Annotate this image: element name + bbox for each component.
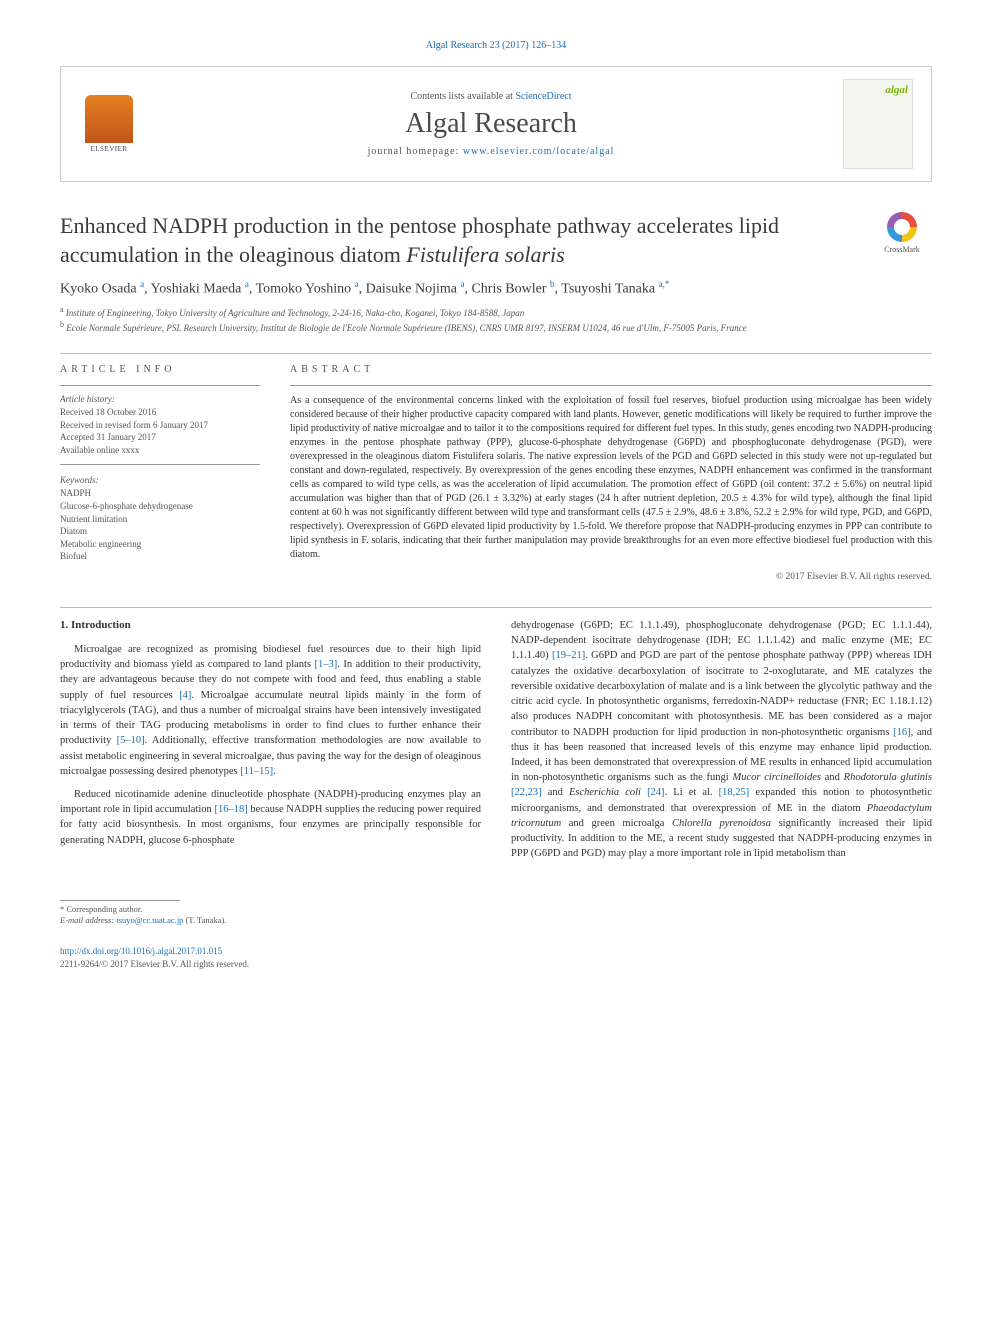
footer: * Corresponding author. E-mail address: … (60, 900, 932, 971)
sciencedirect-link[interactable]: ScienceDirect (515, 91, 571, 102)
article-title: Enhanced NADPH production in the pentose… (60, 212, 852, 269)
info-divider (290, 385, 932, 386)
keyword: Biofuel (60, 550, 260, 563)
journal-name: Algal Research (139, 108, 843, 140)
crossmark-icon (887, 212, 917, 242)
header-center: Contents lists available at ScienceDirec… (139, 91, 843, 157)
email-person: (T. Tanaka). (183, 915, 226, 925)
info-divider (60, 464, 260, 465)
body-paragraph: Microalgae are recognized as promising b… (60, 642, 481, 779)
journal-cover: algal (843, 79, 913, 169)
divider (60, 353, 932, 354)
section-heading: 1. Introduction (60, 618, 481, 634)
keyword: Glucose-6-phosphate dehydrogenase (60, 500, 260, 513)
keyword: Diatom (60, 525, 260, 538)
publisher-name: ELSEVIER (90, 145, 127, 153)
affiliation: b Ecole Normale Supérieure, PSL Research… (60, 319, 932, 335)
elsevier-logo: ELSEVIER (79, 89, 139, 159)
elsevier-tree-icon (85, 95, 133, 143)
doi-line: http://dx.doi.org/10.1016/j.algal.2017.0… (60, 945, 932, 970)
body-columns: 1. Introduction Microalgae are recognize… (60, 618, 932, 870)
crossmark-badge[interactable]: CrossMark (872, 212, 932, 254)
issn-line: 2211-9264/© 2017 Elsevier B.V. All right… (60, 959, 249, 969)
email-link[interactable]: tsuyo@cc.tuat.ac.jp (116, 915, 183, 925)
info-divider (60, 385, 260, 386)
article-info-col: ARTICLE INFO Article history: Received 1… (60, 364, 260, 582)
cover-logo-icon: algal (885, 84, 908, 96)
doi-link[interactable]: http://dx.doi.org/10.1016/j.algal.2017.0… (60, 946, 222, 956)
keyword: Metabolic engineering (60, 538, 260, 551)
contents-prefix: Contents lists available at (410, 91, 515, 102)
journal-header: ELSEVIER Contents lists available at Sci… (60, 66, 932, 182)
crossmark-label: CrossMark (884, 245, 920, 254)
affiliations: a Institute of Engineering, Tokyo Univer… (60, 304, 932, 335)
title-species: Fistulifera solaris (406, 242, 564, 267)
email-label: E-mail address: (60, 915, 116, 925)
body-col-right: dehydrogenase (G6PD; EC 1.1.1.49), phosp… (511, 618, 932, 870)
abstract-text: As a consequence of the environmental co… (290, 394, 932, 562)
info-abstract-row: ARTICLE INFO Article history: Received 1… (60, 364, 932, 582)
authors-line: Kyoko Osada a, Yoshiaki Maeda a, Tomoko … (60, 279, 932, 298)
history-item: Received in revised form 6 January 2017 (60, 419, 260, 432)
contents-line: Contents lists available at ScienceDirec… (139, 91, 843, 102)
affiliation: a Institute of Engineering, Tokyo Univer… (60, 304, 932, 320)
body-col-left: 1. Introduction Microalgae are recognize… (60, 618, 481, 870)
keyword: NADPH (60, 487, 260, 500)
corresponding-author: * Corresponding author. (60, 904, 932, 916)
history-item: Available online xxxx (60, 444, 260, 457)
homepage-link[interactable]: www.elsevier.com/locate/algal (463, 146, 615, 157)
abstract-label: ABSTRACT (290, 364, 932, 375)
journal-homepage: journal homepage: www.elsevier.com/locat… (139, 146, 843, 157)
divider (60, 607, 932, 608)
history-item: Accepted 31 January 2017 (60, 431, 260, 444)
body-paragraph: dehydrogenase (G6PD; EC 1.1.1.49), phosp… (511, 618, 932, 862)
body-paragraph: Reduced nicotinamide adenine dinucleotid… (60, 787, 481, 848)
abstract-col: ABSTRACT As a consequence of the environ… (290, 364, 932, 582)
footer-divider (60, 900, 180, 901)
history-item: Received 18 October 2016 (60, 406, 260, 419)
keywords-label: Keywords: (60, 475, 260, 485)
abstract-copyright: © 2017 Elsevier B.V. All rights reserved… (290, 572, 932, 582)
keyword: Nutrient limitation (60, 513, 260, 526)
history-label: Article history: (60, 394, 260, 404)
email-line: E-mail address: tsuyo@cc.tuat.ac.jp (T. … (60, 915, 932, 927)
article-info-label: ARTICLE INFO (60, 364, 260, 375)
title-row: Enhanced NADPH production in the pentose… (60, 212, 932, 269)
homepage-prefix: journal homepage: (368, 146, 463, 157)
citation-line: Algal Research 23 (2017) 126–134 (60, 40, 932, 51)
